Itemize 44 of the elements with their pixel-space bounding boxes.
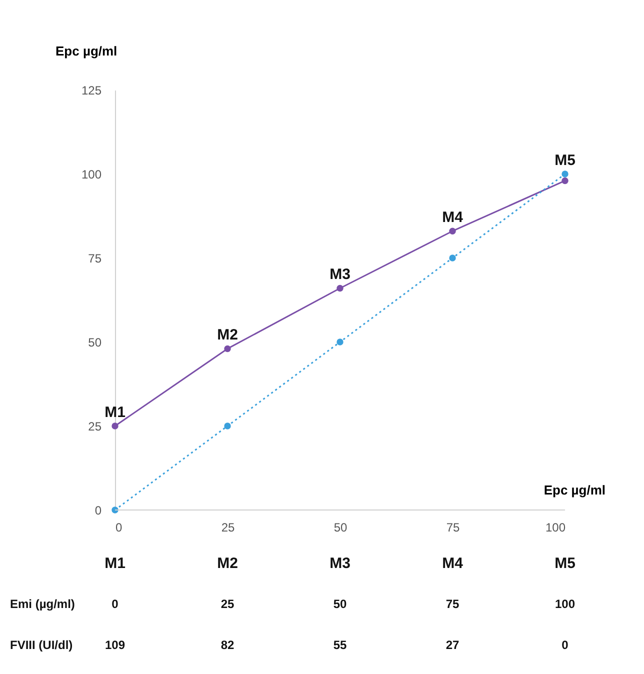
text: 75 [446, 597, 460, 611]
annotation: M3 [330, 266, 350, 284]
point [562, 177, 568, 184]
annotation: M1 [104, 404, 126, 421]
point [562, 170, 568, 178]
text: M2 [217, 555, 238, 572]
text: 82 [220, 638, 234, 652]
x-axis-title: Epc µg/ml [544, 482, 606, 498]
point [112, 422, 118, 430]
y-tick-label: 0 [94, 504, 102, 518]
y-tick-label: 75 [88, 252, 102, 266]
point [449, 254, 456, 262]
text: 0 [562, 638, 569, 652]
y-tick-label: 125 [81, 84, 102, 98]
text: FVIII (UI/dl) [10, 638, 73, 652]
y-tick-label: 50 [88, 336, 102, 350]
point [336, 284, 344, 292]
text: 27 [446, 638, 460, 652]
text: 50 [333, 597, 347, 611]
x-tick-label: 25 [221, 520, 235, 534]
y-tick-label: 100 [81, 168, 102, 182]
text: 25 [220, 597, 234, 611]
annotation: M5 [554, 152, 576, 169]
x-tick-label: 75 [446, 520, 460, 534]
text: 0 [112, 597, 119, 611]
text: Emi (µg/ml) [10, 597, 75, 611]
text: M5 [554, 555, 576, 572]
y-axis-title: Epc µg/ml [56, 44, 118, 58]
text: M4 [442, 555, 464, 572]
text: M1 [104, 555, 126, 572]
text: M3 [330, 555, 350, 572]
x-tick-label: 100 [545, 520, 566, 534]
point [224, 422, 231, 430]
text: 109 [104, 638, 126, 652]
annotation: M4 [442, 209, 464, 226]
point [224, 345, 231, 352]
text: 55 [333, 638, 347, 652]
point [336, 338, 344, 346]
y-tick-label: 25 [88, 420, 102, 434]
point [449, 228, 456, 234]
x-tick-label: 50 [334, 520, 348, 534]
text: 100 [554, 597, 576, 611]
annotation: M2 [217, 326, 238, 344]
x-tick-label: 0 [116, 520, 122, 534]
